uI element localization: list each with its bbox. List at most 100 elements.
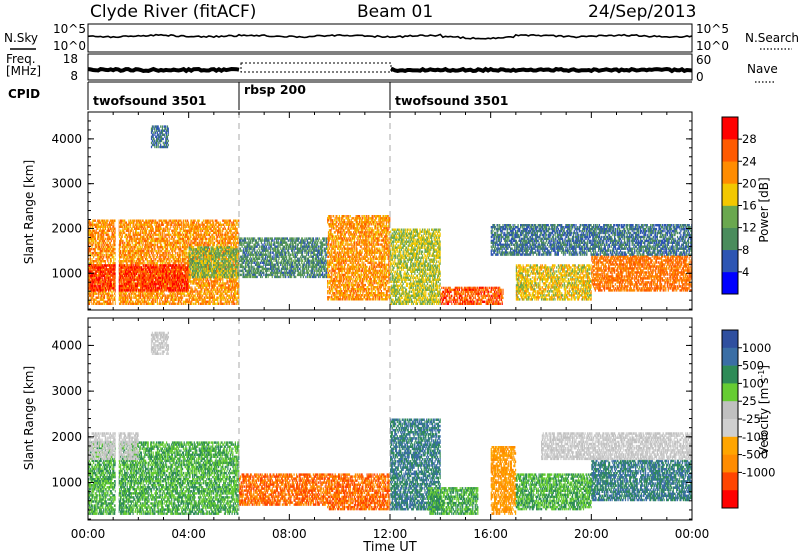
power-data-cell — [175, 303, 176, 305]
power-data-cell — [215, 303, 216, 305]
power-data-cell — [105, 260, 106, 262]
power-data-cell — [203, 220, 204, 222]
power-data-cell — [89, 303, 90, 305]
power-data-cell — [112, 303, 113, 305]
power-data-cell — [169, 260, 170, 262]
cpid-segment-label: twofsound 3501 — [395, 93, 508, 108]
power-data-cell — [180, 260, 181, 262]
power-data-cell — [231, 222, 232, 224]
power-data-cell — [199, 282, 200, 284]
power-data-cell — [185, 295, 186, 297]
power-data-cell — [110, 244, 111, 246]
power-data-cell — [193, 303, 194, 305]
power-data-cell — [133, 238, 134, 240]
power-data-cell — [169, 238, 170, 240]
power-data-cell — [201, 290, 202, 292]
power-data-cell — [143, 260, 144, 262]
power-data-cell — [153, 303, 154, 305]
power-data-cell — [161, 244, 162, 246]
power-data-cell — [198, 230, 199, 232]
power-data-cell — [111, 260, 112, 262]
power-data-cell — [171, 224, 172, 226]
noise-right-tick-bottom: 10^0 — [696, 39, 729, 53]
power-data-cell — [90, 222, 91, 224]
power-data-cell — [99, 244, 100, 246]
power-data-cell — [155, 301, 156, 303]
power-data-cell — [169, 252, 170, 254]
power-data-cell — [132, 293, 133, 295]
power-data-cell — [105, 228, 106, 230]
power-data-cell — [93, 242, 94, 244]
power-data-cell — [235, 290, 236, 292]
power-data-cell — [120, 252, 121, 254]
power-data-cell — [91, 303, 92, 305]
power-data-cell — [210, 222, 211, 224]
power-data-cell — [213, 222, 214, 224]
power-data-cell — [148, 262, 149, 264]
freq-right-label: Nave — [747, 62, 778, 76]
power-data-cell — [122, 262, 123, 264]
power-data-cell — [237, 230, 238, 232]
power-data-cell — [190, 236, 191, 238]
power-data-cell — [120, 246, 121, 248]
power-data-cell — [206, 238, 207, 240]
power-data-cell — [165, 230, 166, 232]
power-data-cell — [154, 254, 155, 256]
power-data-cell — [101, 244, 102, 246]
power-data-cell — [111, 303, 112, 305]
power-data-cell — [157, 244, 158, 246]
freq-left-tick-bottom: 8 — [70, 69, 78, 83]
power-data-cell — [220, 222, 221, 224]
power-data-cell — [139, 244, 140, 246]
power-data-cell — [98, 238, 99, 240]
noise-left-tick-bottom: 10^0 — [53, 39, 86, 53]
power-data-cell — [178, 303, 179, 305]
noise-left-label: N.Sky — [4, 31, 38, 45]
power-data-cell — [126, 222, 127, 224]
power-data-cell — [181, 228, 182, 230]
power-data-cell — [238, 297, 239, 299]
power-data-cell — [102, 252, 103, 254]
power-data-cell — [180, 254, 181, 256]
power-data-cell — [153, 238, 154, 240]
power-data-cell — [111, 240, 112, 242]
power-data-cell — [95, 238, 96, 240]
power-data-cell — [94, 230, 95, 232]
power-data-cell — [188, 222, 189, 224]
power-data-cell — [167, 238, 168, 240]
power-data-cell — [175, 252, 176, 254]
power-data-cell — [176, 299, 177, 301]
power-data-cell — [128, 230, 129, 232]
power-data-cell — [134, 260, 135, 262]
power-data-cell — [153, 230, 154, 232]
power-data-cell — [191, 303, 192, 305]
power-data-cell — [179, 252, 180, 254]
power-data-cell — [153, 299, 154, 301]
power-data-cell — [131, 299, 132, 301]
power-data-cell — [187, 246, 188, 248]
power-data-cell — [210, 232, 211, 234]
power-data-cell — [96, 293, 97, 295]
power-data-cell — [113, 260, 114, 262]
power-data-cell — [143, 244, 144, 246]
power-data-cell — [227, 282, 228, 284]
power-data-cell — [229, 224, 230, 226]
power-data-cell — [185, 260, 186, 262]
power-data-cell — [214, 238, 215, 240]
power-data-cell — [217, 282, 218, 284]
power-data-cell — [180, 242, 181, 244]
power-data-cell — [163, 224, 164, 226]
cpid-label: CPID — [8, 87, 40, 101]
power-data-cell — [209, 286, 210, 288]
power-data-cell — [148, 260, 149, 262]
power-data-cell — [199, 220, 200, 222]
power-data-cell — [231, 244, 232, 246]
power-data-cell — [177, 228, 178, 230]
power-data-cell — [159, 238, 160, 240]
cpid-segment-label: rbsp 200 — [244, 82, 306, 97]
power-data-cell — [181, 222, 182, 224]
power-data-cell — [177, 252, 178, 254]
power-data-cell — [229, 303, 230, 305]
power-data-cell — [95, 254, 96, 256]
